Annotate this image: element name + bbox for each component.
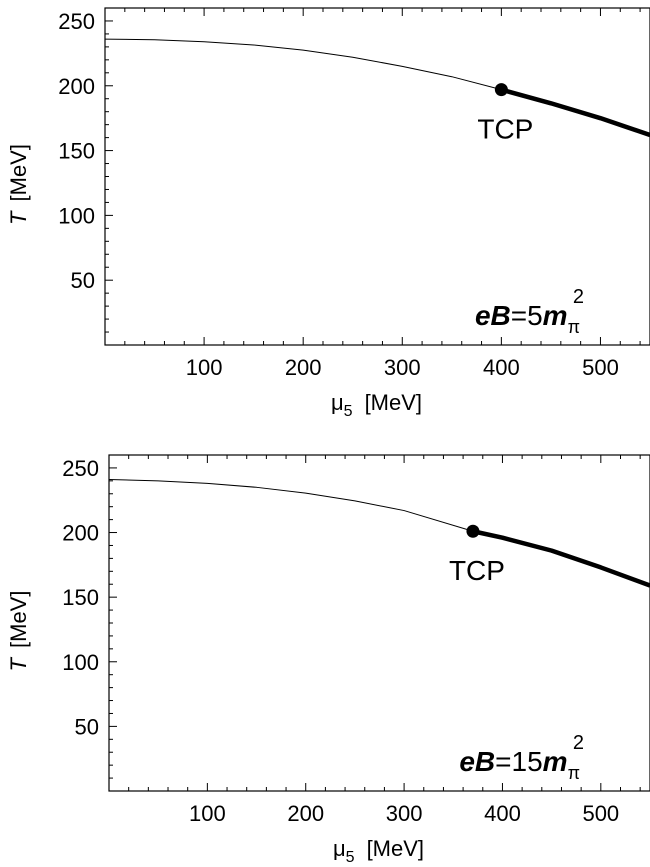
annotation-subscript: π — [568, 317, 580, 337]
annotation-eb: eB — [459, 746, 495, 777]
y-axis-symbol: T — [6, 656, 31, 671]
y-axis-unit: [MeV] — [6, 144, 31, 201]
crossover-line — [108, 479, 474, 532]
tcp-point — [494, 83, 508, 97]
x-tick-label: 500 — [582, 355, 619, 380]
annotation-equals: = — [495, 746, 511, 777]
x-tick-label: 100 — [186, 355, 223, 380]
x-axis-symbol: μ — [333, 836, 346, 861]
crossover-line — [104, 38, 502, 91]
tcp-label: TCP — [477, 114, 533, 145]
y-tick-label: 200 — [58, 74, 95, 99]
first-order-line — [500, 87, 650, 138]
x-tick-label: 400 — [484, 801, 521, 826]
y-tick-label: 250 — [58, 9, 95, 34]
tcp-point — [466, 524, 480, 538]
x-tick-label: 400 — [483, 355, 520, 380]
x-tick-label: 300 — [384, 355, 421, 380]
annotation-coefficient: 15 — [512, 746, 543, 777]
field-annotation: eB=5mπ — [475, 300, 580, 337]
y-tick-label: 200 — [62, 521, 99, 546]
y-axis-label: T [MeV] — [6, 591, 31, 672]
y-axis-label: T [MeV] — [6, 144, 31, 225]
x-tick-label: 200 — [287, 801, 324, 826]
x-tick-label: 200 — [285, 355, 322, 380]
x-axis-symbol: μ — [331, 390, 344, 415]
x-tick-label: 300 — [386, 801, 423, 826]
y-tick-label: 100 — [62, 650, 99, 675]
field-annotation: eB=15mπ — [459, 746, 580, 783]
plot-frame — [104, 7, 650, 346]
y-tick-label: 50 — [71, 268, 95, 293]
x-tick-label: 500 — [582, 801, 619, 826]
annotation-subscript: π — [568, 763, 580, 783]
x-axis-subscript: 5 — [344, 403, 353, 420]
tcp-label: TCP — [449, 555, 505, 586]
x-axis-label: μ5 [MeV] — [331, 390, 422, 420]
x-tick-label: 100 — [189, 801, 226, 826]
x-axis-unit: [MeV] — [365, 390, 422, 415]
annotation-mass: m — [543, 746, 568, 777]
y-tick-label: 150 — [58, 139, 95, 164]
annotation-equals: = — [511, 300, 527, 331]
y-tick-label: 250 — [62, 456, 99, 481]
x-axis-subscript: 5 — [346, 849, 355, 866]
y-tick-label: 100 — [58, 203, 95, 228]
x-axis-unit: [MeV] — [367, 836, 424, 861]
annotation-eb: eB — [475, 300, 511, 331]
y-axis-symbol: T — [6, 210, 31, 225]
y-axis-unit: [MeV] — [6, 591, 31, 648]
first-order-line — [472, 529, 650, 588]
annotation-coefficient: 5 — [527, 300, 543, 331]
annotation-superscript: 2 — [573, 732, 584, 754]
y-tick-label: 50 — [75, 714, 99, 739]
annotation-mass: m — [543, 300, 568, 331]
annotation-superscript: 2 — [573, 286, 584, 308]
x-axis-label: μ5 [MeV] — [333, 836, 424, 866]
y-tick-label: 150 — [62, 585, 99, 610]
